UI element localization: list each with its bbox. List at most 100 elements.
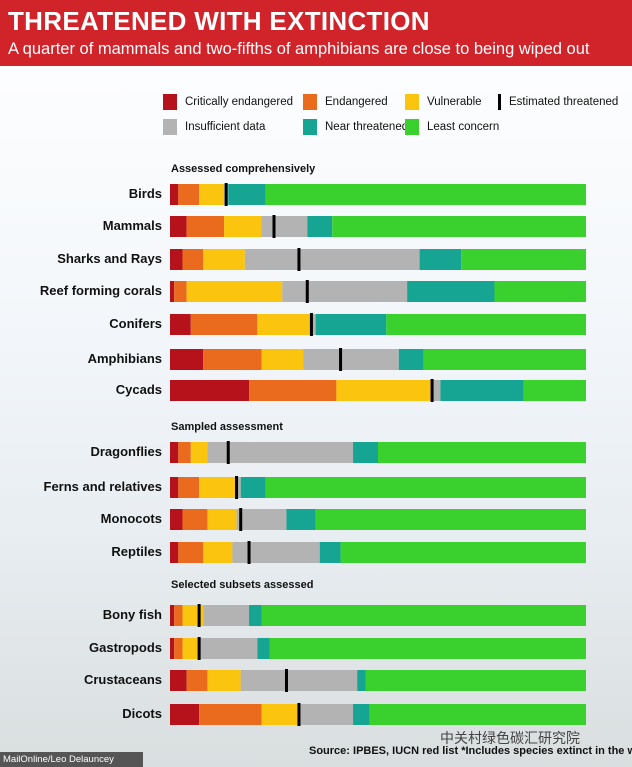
category-label: Reef forming corals <box>39 283 162 298</box>
bar-segment-vulnerable <box>199 477 237 498</box>
category-label: Gastropods <box>89 640 162 655</box>
legend-item-vulnerable: Vulnerable <box>405 94 482 110</box>
bar-segment-endangered <box>249 380 337 401</box>
bar-segment-critically-endangered <box>170 349 204 370</box>
bar-segment-vulnerable <box>203 249 245 270</box>
bar-segment-critically-endangered <box>170 509 183 530</box>
category-label: Reptiles <box>111 544 162 559</box>
legend-label: Least concern <box>427 121 500 133</box>
bar-segment-critically-endangered <box>170 216 187 237</box>
section-heading-sampled: Sampled assessment <box>171 421 283 433</box>
bar-segment-insufficient-data <box>236 477 241 498</box>
legend-item-insufficient-data: Insufficient data <box>163 119 265 135</box>
chart-title: THREATENED WITH EXTINCTION <box>8 6 430 36</box>
legend-label: Estimated threatened <box>509 96 619 108</box>
bar-segment-insufficient-data <box>303 349 399 370</box>
bar-segment-near-threatened <box>353 442 378 463</box>
legend-item-critically-endangered: Critically endangered <box>163 94 293 110</box>
estimated-threatened-marker <box>197 637 201 660</box>
bar-segment-least-concern <box>378 442 586 463</box>
estimated-threatened-marker <box>247 541 251 564</box>
bar-segment-vulnerable <box>261 349 304 370</box>
bar-segment-insufficient-data <box>432 380 441 401</box>
bar-segment-least-concern <box>365 670 586 691</box>
watermark-text: 中关村绿色碳汇研究院 <box>440 731 580 747</box>
bar-segment-near-threatened <box>257 638 270 659</box>
legend-label: Endangered <box>325 96 388 108</box>
bar-segment-endangered <box>203 349 262 370</box>
section-heading-subsets: Selected subsets assessed <box>171 579 314 591</box>
bar-segment-endangered <box>182 249 204 270</box>
estimated-threatened-marker <box>284 669 288 692</box>
legend-item-least-concern: Least concern <box>405 119 499 135</box>
bar-segment-near-threatened <box>398 349 424 370</box>
legend-swatch-endangered <box>303 94 317 110</box>
estimated-threatened-marker <box>309 313 313 336</box>
legend-swatch-estimated-threatened <box>498 94 501 110</box>
bar-segment-near-threatened <box>228 184 266 205</box>
bar-segment-critically-endangered <box>170 542 179 563</box>
legend-item-endangered: Endangered <box>303 94 388 110</box>
bar-segment-critically-endangered <box>170 670 187 691</box>
category-label: Mammals <box>102 218 162 233</box>
bar-segment-vulnerable <box>257 314 312 335</box>
legend-swatch-vulnerable <box>405 94 419 110</box>
category-label: Monocots <box>100 511 162 526</box>
bar-segment-near-threatened <box>240 477 266 498</box>
bar-segment-near-threatened <box>353 704 370 725</box>
bar-segment-least-concern <box>340 542 586 563</box>
category-label: Amphibians <box>87 351 162 366</box>
bar-segment-endangered <box>182 509 208 530</box>
legend-label: Critically endangered <box>185 96 294 108</box>
bar-segment-least-concern <box>423 349 586 370</box>
estimated-threatened-marker <box>239 508 243 531</box>
estimated-threatened-marker <box>297 703 301 726</box>
bar-segment-vulnerable <box>261 704 299 725</box>
bar-segment-vulnerable <box>207 509 237 530</box>
estimated-threatened-marker <box>272 215 276 238</box>
bar-segment-critically-endangered <box>170 442 179 463</box>
title-banner: THREATENED WITH EXTINCTION A quarter of … <box>0 0 632 66</box>
bar-segment-critically-endangered <box>170 184 179 205</box>
bar-segment-endangered <box>178 477 200 498</box>
bar-segment-insufficient-data <box>199 638 258 659</box>
bar-segment-endangered <box>186 216 225 237</box>
legend-swatch-insufficient-data <box>163 119 177 135</box>
legend-swatch-near-threatened <box>303 119 317 135</box>
category-label: Crustaceans <box>83 672 162 687</box>
credit-tag: MailOnline/Leo Delauncey <box>0 752 143 767</box>
bar-segment-critically-endangered <box>170 704 200 725</box>
bar-segment-insufficient-data <box>240 670 358 691</box>
bar-segment-endangered <box>178 442 191 463</box>
bar-segment-near-threatened <box>357 670 366 691</box>
bar-segment-endangered <box>190 314 258 335</box>
bar-segment-insufficient-data <box>311 314 316 335</box>
bar-segment-least-concern <box>269 638 586 659</box>
bar-segment-least-concern <box>494 281 586 302</box>
bar-segment-critically-endangered <box>170 249 183 270</box>
bar-segment-least-concern <box>386 314 586 335</box>
category-label: Ferns and relatives <box>43 479 163 494</box>
legend-item-estimated-threatened: Estimated threatened <box>498 94 618 110</box>
legend-label: Near threatened <box>325 121 409 133</box>
bar-segment-least-concern <box>261 605 586 626</box>
category-label: Dragonflies <box>90 444 162 459</box>
bar-segment-critically-endangered <box>170 477 179 498</box>
source-note: Source: IPBES, IUCN red list *Includes s… <box>309 745 632 757</box>
legend-swatch-least-concern <box>405 119 419 135</box>
bar-segment-vulnerable <box>336 380 433 401</box>
bar-segment-vulnerable <box>186 281 283 302</box>
bar-segment-endangered <box>186 670 208 691</box>
estimated-threatened-marker <box>235 476 239 499</box>
bar-segment-least-concern <box>265 477 586 498</box>
bar-segment-least-concern <box>265 184 586 205</box>
legend-item-near-threatened: Near threatened <box>303 119 408 135</box>
bar-segment-insufficient-data <box>261 216 308 237</box>
bar-segment-insufficient-data <box>298 704 354 725</box>
bar-segment-near-threatened <box>319 542 341 563</box>
estimated-threatened-marker <box>297 248 301 271</box>
bar-segment-near-threatened <box>440 380 524 401</box>
bar-segment-vulnerable <box>224 216 262 237</box>
bar-segment-endangered <box>174 281 187 302</box>
